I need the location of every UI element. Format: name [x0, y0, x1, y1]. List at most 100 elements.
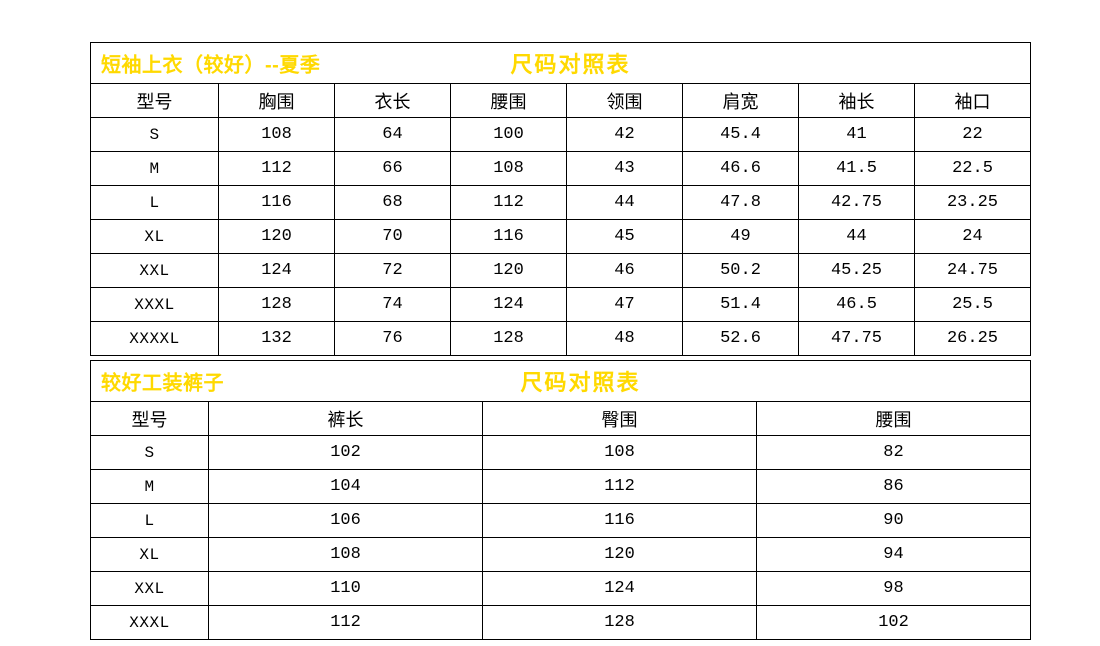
cell-value: 49	[682, 219, 799, 254]
cell-size: S	[90, 435, 209, 470]
cell-value: 48	[566, 321, 683, 356]
table-row: XXXL 128 74 124 47 51.4 46.5 25.5	[90, 287, 1031, 322]
cell-value: 42	[566, 117, 683, 152]
column-header-waist: 腰围	[450, 83, 567, 118]
column-header-length: 衣长	[334, 83, 451, 118]
cell-value: 128	[450, 321, 567, 356]
table-row: S 102 108 82	[90, 435, 1031, 470]
cell-value: 124	[482, 571, 757, 606]
cell-value: 44	[798, 219, 915, 254]
table-subtitle: 尺码对照表	[520, 370, 641, 395]
cell-size: XXXL	[90, 287, 219, 322]
cell-value: 102	[756, 605, 1031, 640]
cell-value: 112	[482, 469, 757, 504]
size-table-top-garment: 短袖上衣（较好）--夏季 尺码对照表 型号 胸围 衣长 腰围 领围 肩宽 袖长 …	[90, 42, 1031, 356]
cell-value: 47.75	[798, 321, 915, 356]
cell-value: 90	[756, 503, 1031, 538]
cell-value: 132	[218, 321, 335, 356]
size-table-work-pants: 较好工装裤子 尺码对照表 型号 裤长 臀围 腰围 S 102 108	[90, 360, 1031, 640]
cell-value: 64	[334, 117, 451, 152]
cell-value: 41.5	[798, 151, 915, 186]
cell-value: 108	[218, 117, 335, 152]
cell-value: 22.5	[914, 151, 1031, 186]
cell-value: 51.4	[682, 287, 799, 322]
banner-top-garment: 短袖上衣（较好）--夏季 尺码对照表	[90, 42, 1031, 84]
column-header-sleeve: 袖长	[798, 83, 915, 118]
table-title: 较好工装裤子	[101, 372, 224, 395]
cell-value: 128	[218, 287, 335, 322]
column-header-collar: 领围	[566, 83, 683, 118]
column-header-chest: 胸围	[218, 83, 335, 118]
cell-size: S	[90, 117, 219, 152]
size-chart-stack: 短袖上衣（较好）--夏季 尺码对照表 型号 胸围 衣长 腰围 领围 肩宽 袖长 …	[90, 42, 1031, 640]
table-row: L 106 116 90	[90, 503, 1031, 538]
cell-value: 120	[482, 537, 757, 572]
table-header-row: 型号 裤长 臀围 腰围	[90, 401, 1031, 436]
cell-value: 124	[450, 287, 567, 322]
column-header-model: 型号	[90, 401, 209, 436]
table-row: XL 120 70 116 45 49 44 24	[90, 219, 1031, 254]
cell-value: 112	[450, 185, 567, 220]
cell-value: 82	[756, 435, 1031, 470]
table-row: XXXL 112 128 102	[90, 605, 1031, 640]
table-title: 短袖上衣（较好）--夏季	[101, 54, 321, 77]
table-banner-row: 短袖上衣（较好）--夏季 尺码对照表	[90, 42, 1031, 84]
cell-value: 76	[334, 321, 451, 356]
cell-value: 41	[798, 117, 915, 152]
banner-work-pants: 较好工装裤子 尺码对照表	[90, 360, 1031, 402]
table-row: L 116 68 112 44 47.8 42.75 23.25	[90, 185, 1031, 220]
column-header-pantlength: 裤长	[208, 401, 483, 436]
cell-value: 102	[208, 435, 483, 470]
cell-value: 72	[334, 253, 451, 288]
cell-value: 52.6	[682, 321, 799, 356]
cell-size: L	[90, 503, 209, 538]
cell-value: 47.8	[682, 185, 799, 220]
cell-value: 70	[334, 219, 451, 254]
cell-size: M	[90, 469, 209, 504]
column-header-model: 型号	[90, 83, 219, 118]
cell-value: 116	[450, 219, 567, 254]
table-header-row: 型号 胸围 衣长 腰围 领围 肩宽 袖长 袖口	[90, 83, 1031, 118]
table-row: M 104 112 86	[90, 469, 1031, 504]
table-row: XXL 124 72 120 46 50.2 45.25 24.75	[90, 253, 1031, 288]
cell-value: 45.4	[682, 117, 799, 152]
cell-value: 47	[566, 287, 683, 322]
cell-value: 42.75	[798, 185, 915, 220]
cell-size: XL	[90, 219, 219, 254]
cell-value: 112	[218, 151, 335, 186]
cell-value: 116	[482, 503, 757, 538]
table-row: XXL 110 124 98	[90, 571, 1031, 606]
cell-value: 25.5	[914, 287, 1031, 322]
cell-value: 120	[450, 253, 567, 288]
cell-value: 26.25	[914, 321, 1031, 356]
column-header-shoulder: 肩宽	[682, 83, 799, 118]
cell-size: M	[90, 151, 219, 186]
cell-value: 45.25	[798, 253, 915, 288]
cell-value: 120	[218, 219, 335, 254]
cell-size: XXL	[90, 253, 219, 288]
cell-size: XXL	[90, 571, 209, 606]
cell-value: 74	[334, 287, 451, 322]
cell-value: 116	[218, 185, 335, 220]
cell-size: XL	[90, 537, 209, 572]
table-row: S 108 64 100 42 45.4 41 22	[90, 117, 1031, 152]
cell-value: 94	[756, 537, 1031, 572]
cell-value: 124	[218, 253, 335, 288]
table-row: XXXXL 132 76 128 48 52.6 47.75 26.25	[90, 321, 1031, 356]
table-row: M 112 66 108 43 46.6 41.5 22.5	[90, 151, 1031, 186]
cell-value: 24	[914, 219, 1031, 254]
cell-value: 104	[208, 469, 483, 504]
cell-value: 108	[208, 537, 483, 572]
cell-value: 106	[208, 503, 483, 538]
cell-value: 128	[482, 605, 757, 640]
table-row: XL 108 120 94	[90, 537, 1031, 572]
table-banner-row: 较好工装裤子 尺码对照表	[90, 360, 1031, 402]
cell-value: 46	[566, 253, 683, 288]
column-header-cuff: 袖口	[914, 83, 1031, 118]
cell-value: 50.2	[682, 253, 799, 288]
cell-value: 108	[450, 151, 567, 186]
cell-value: 68	[334, 185, 451, 220]
cell-value: 66	[334, 151, 451, 186]
cell-value: 110	[208, 571, 483, 606]
